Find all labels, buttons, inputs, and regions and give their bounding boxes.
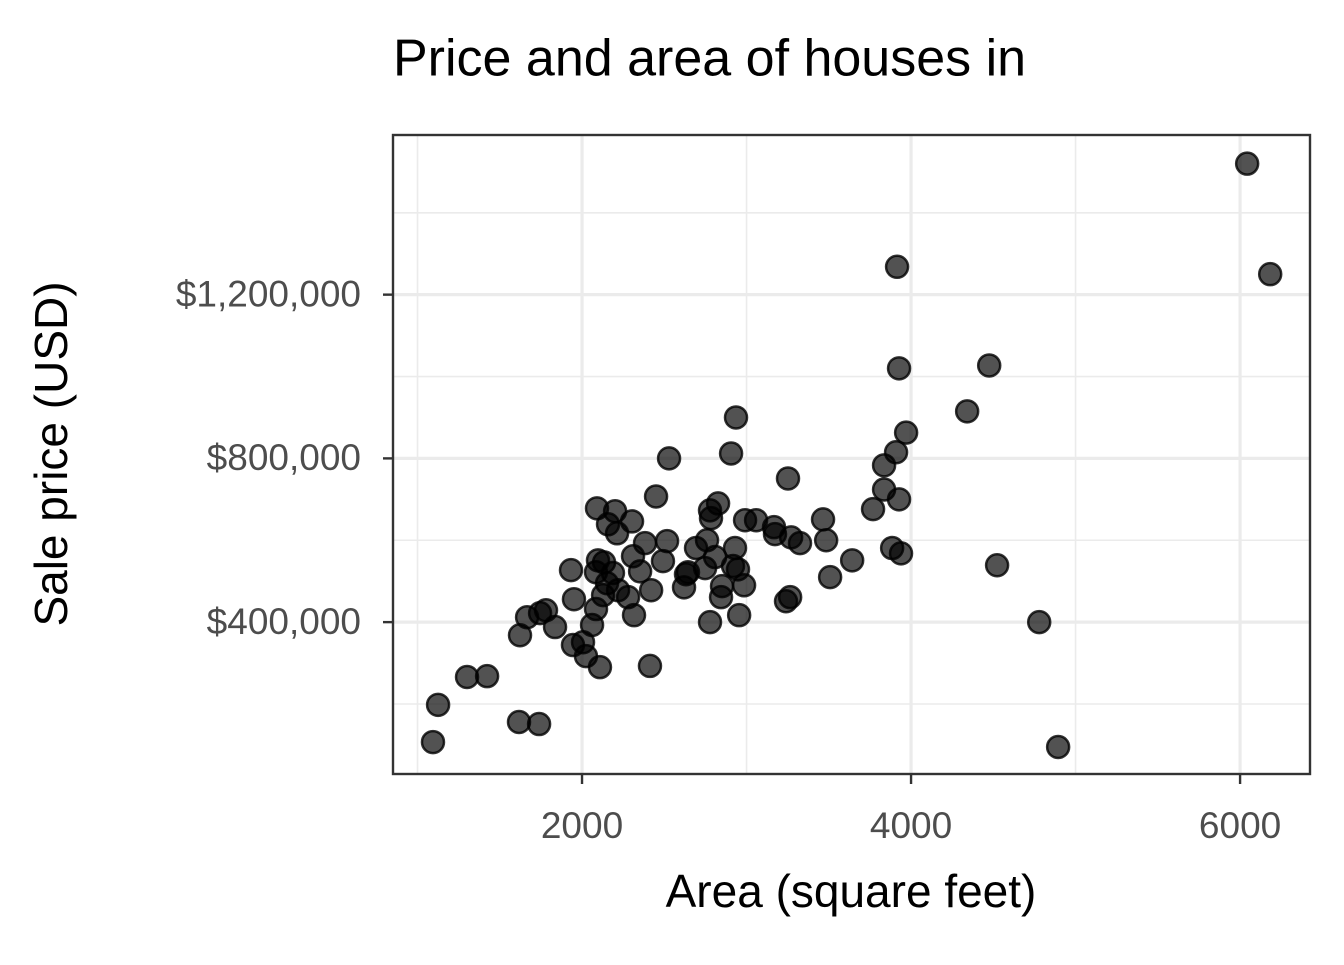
y-tick-label: $1,200,000 [176, 273, 361, 314]
point [506, 709, 532, 735]
x-tick-label: 6000 [1199, 805, 1281, 846]
point [893, 420, 919, 445]
point [638, 577, 664, 603]
x-tick-label: 4000 [870, 805, 952, 846]
point [526, 711, 552, 737]
point [1045, 734, 1071, 760]
point [810, 507, 836, 532]
point [726, 602, 752, 628]
point [654, 528, 680, 554]
point [507, 622, 533, 648]
point [775, 466, 801, 491]
point [650, 548, 676, 574]
point [871, 453, 897, 478]
point [731, 573, 757, 598]
point [777, 584, 803, 610]
point [860, 496, 886, 522]
point [673, 561, 699, 587]
point [637, 653, 663, 679]
point [420, 729, 446, 755]
point [888, 541, 914, 566]
chart-title: Price and area of houses in [393, 30, 1026, 88]
point [787, 530, 813, 556]
point [813, 528, 839, 553]
point [558, 557, 584, 583]
point [1234, 151, 1260, 176]
y-axis-label: Sale price (USD) [25, 281, 77, 626]
point [708, 584, 734, 610]
point [886, 487, 912, 512]
point [604, 521, 630, 546]
point [587, 654, 613, 680]
panel-border [391, 133, 1312, 776]
point [886, 356, 912, 381]
point [697, 609, 723, 635]
point [454, 664, 480, 690]
point [976, 353, 1002, 378]
point [425, 692, 451, 718]
x-tick-label: 2000 [541, 805, 623, 846]
point [984, 552, 1010, 578]
point [621, 602, 647, 628]
point [656, 446, 682, 471]
point [561, 586, 587, 612]
point [954, 399, 980, 424]
y-tick-label: $800,000 [207, 437, 361, 478]
x-axis-label: Area (square feet) [666, 865, 1037, 917]
y-tick-label: $400,000 [207, 601, 361, 642]
point [697, 498, 723, 523]
point [718, 441, 744, 466]
point [884, 254, 910, 280]
point [542, 614, 568, 640]
point [817, 564, 843, 590]
point [723, 405, 749, 430]
point [839, 548, 865, 573]
panel [393, 135, 1310, 774]
point [1257, 261, 1283, 287]
point [627, 559, 653, 584]
point [1026, 609, 1052, 635]
point [474, 663, 500, 689]
point [643, 484, 669, 509]
